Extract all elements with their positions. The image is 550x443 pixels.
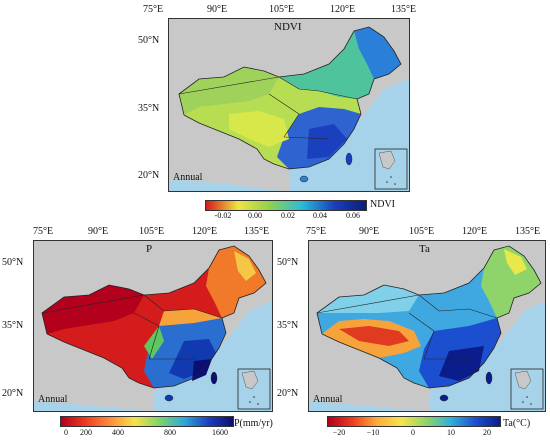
lon-label-75: 75°E <box>306 226 327 237</box>
lat-label-20: 20°N <box>277 388 299 399</box>
ndvi-tick: 0.04 <box>313 211 327 220</box>
lat-label-35: 35°N <box>277 320 299 331</box>
ndvi-colorbar-label: NDVI <box>370 199 395 210</box>
ta-tick: −10 <box>366 428 380 437</box>
ndvi-map-panel: 75°E 90°E 105°E 120°E 135°E 50°N 35°N 20… <box>0 0 550 220</box>
ta-colorbar-label: Ta(°C) <box>503 418 531 429</box>
p-title: P <box>146 243 153 255</box>
china-outline <box>178 26 402 170</box>
ta-map-panel: 75°E 90°E 105°E 120°E 135°E 50°N 35°N 20… <box>275 222 550 443</box>
p-colorbar-label: P(mm/yr) <box>234 418 273 429</box>
lon-label-135: 135°E <box>515 226 541 237</box>
lon-label-90: 90°E <box>207 4 228 15</box>
ta-map-graphic <box>309 245 545 411</box>
p-tick: 200 <box>80 428 92 437</box>
lon-label-135: 135°E <box>244 226 270 237</box>
ndvi-colorbar-ticks: -0.02 0.00 0.02 0.04 0.06 <box>205 211 365 221</box>
ndvi-tick: 0.00 <box>248 211 262 220</box>
lat-label-50: 50°N <box>2 257 24 268</box>
ta-tick: −20 <box>332 428 346 437</box>
lon-label-75: 75°E <box>33 226 54 237</box>
p-annual-label: Annual <box>38 394 68 405</box>
p-tick: 1600 <box>212 428 228 437</box>
p-map-panel: 75°E 90°E 105°E 120°E 135°E 50°N 35°N 20… <box>0 222 275 443</box>
lon-label-90: 90°E <box>359 226 380 237</box>
lat-label-50: 50°N <box>138 35 160 46</box>
ndvi-colorbar <box>205 200 367 211</box>
p-map-frame <box>33 240 273 412</box>
p-tick: 800 <box>164 428 176 437</box>
ndvi-title: NDVI <box>274 21 302 33</box>
lat-label-50: 50°N <box>277 257 299 268</box>
ta-colorbar-ticks: −20 −10 0 10 20 <box>327 428 499 438</box>
lat-label-20: 20°N <box>138 170 160 181</box>
lat-label-35: 35°N <box>2 320 24 331</box>
lon-label-90: 90°E <box>88 226 109 237</box>
lat-label-20: 20°N <box>2 388 24 399</box>
ta-title: Ta <box>419 243 430 255</box>
ndvi-tick: 0.02 <box>281 211 295 220</box>
lon-label-120: 120°E <box>330 4 356 15</box>
ndvi-map-graphic <box>169 26 409 191</box>
ta-tick: 10 <box>447 428 455 437</box>
ndvi-tick: -0.02 <box>214 211 232 220</box>
p-tick: 400 <box>112 428 124 437</box>
lat-label-35: 35°N <box>138 103 160 114</box>
p-colorbar <box>60 416 234 427</box>
ta-map-frame <box>308 240 546 412</box>
ta-tick: 20 <box>483 428 491 437</box>
lon-label-105: 105°E <box>269 4 295 15</box>
lon-label-135: 135°E <box>391 4 417 15</box>
ta-colorbar <box>327 416 501 427</box>
p-map-graphic <box>34 245 272 411</box>
ta-tick: 0 <box>411 428 415 437</box>
ndvi-annual-label: Annual <box>173 172 203 183</box>
p-tick: 0 <box>64 428 68 437</box>
ta-annual-label: Annual <box>313 394 343 405</box>
lon-label-120: 120°E <box>462 226 488 237</box>
lon-label-120: 120°E <box>192 226 218 237</box>
ndvi-tick: 0.06 <box>346 211 360 220</box>
lon-label-75: 75°E <box>143 4 164 15</box>
lon-label-105: 105°E <box>409 226 435 237</box>
ndvi-map-frame <box>168 18 410 192</box>
lon-label-105: 105°E <box>139 226 165 237</box>
p-colorbar-ticks: 0 200 400 800 1600 <box>60 428 232 438</box>
